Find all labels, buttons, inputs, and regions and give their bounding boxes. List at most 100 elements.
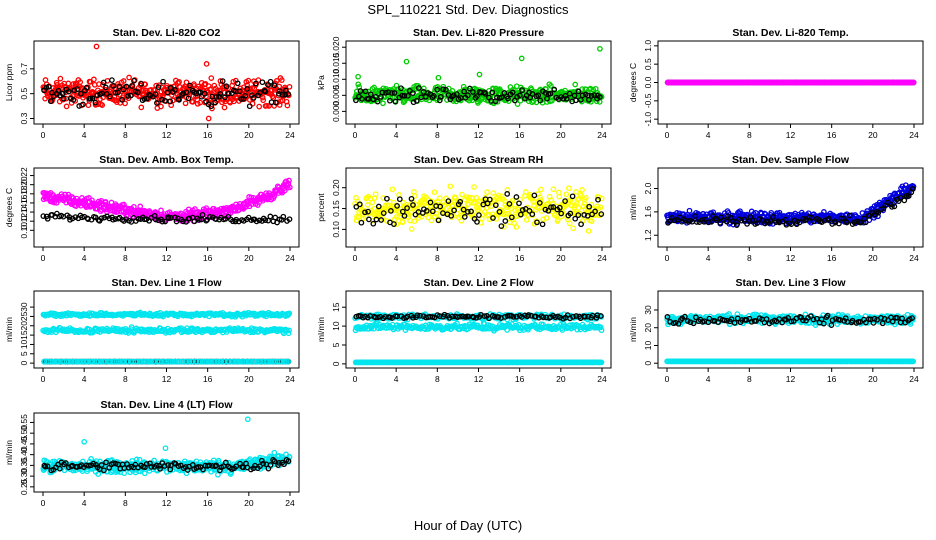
data-point [138, 104, 145, 111]
data-point [221, 104, 228, 111]
x-tick-label: 12 [162, 253, 172, 263]
y-tick-label: 0.0 [643, 76, 653, 88]
data-point [592, 208, 598, 215]
data-point [236, 88, 243, 95]
data-point [367, 91, 374, 98]
data-point [474, 93, 480, 99]
data-point [231, 98, 237, 105]
data-point [176, 97, 182, 103]
x-tick-label: 8 [747, 130, 752, 140]
data-point [591, 92, 598, 98]
data-point [207, 213, 213, 220]
data-point [355, 81, 362, 88]
data-point [504, 327, 510, 333]
data-point [207, 86, 213, 93]
data-point [109, 77, 115, 83]
data-point [509, 197, 516, 204]
data-point [594, 312, 601, 319]
data-point [234, 80, 241, 87]
data-point [85, 102, 92, 109]
data-point [404, 205, 410, 211]
data-point [219, 78, 226, 84]
y-axis-label: ml/min [4, 317, 14, 342]
data-point [223, 83, 230, 90]
x-tick-label: 0 [353, 130, 358, 140]
data-point [454, 320, 460, 327]
data-point [725, 209, 732, 216]
data-point [242, 92, 249, 99]
data-point [205, 115, 212, 122]
data-point [159, 358, 165, 365]
x-tick-label: 24 [909, 253, 919, 263]
data-point [469, 211, 476, 218]
data-point [93, 43, 100, 50]
data-point [266, 103, 272, 109]
data-point [69, 215, 76, 222]
y-tick-label: 30 [19, 302, 29, 312]
data-point [196, 216, 202, 223]
data-point [692, 213, 699, 219]
data-point [532, 313, 539, 320]
data-point [65, 88, 72, 95]
x-tick-label: 0 [665, 253, 670, 263]
data-point [437, 93, 444, 100]
data-point [355, 73, 361, 80]
data-point [47, 98, 54, 105]
y-tick-label: 0.010 [331, 68, 341, 90]
data-point [148, 358, 155, 365]
data-point [286, 216, 293, 223]
data-point [443, 86, 449, 93]
data-point [482, 90, 489, 97]
data-point [89, 95, 96, 102]
data-point [492, 313, 498, 320]
data-point [821, 217, 828, 224]
data-point [891, 203, 898, 210]
data-point [486, 196, 493, 203]
data-point [71, 87, 78, 94]
x-tick-label: 8 [123, 253, 128, 263]
data-point [208, 103, 215, 110]
data-point [77, 79, 84, 85]
data-point [434, 323, 441, 330]
data-point [504, 191, 511, 197]
data-point [362, 209, 368, 216]
x-tick-label: 0 [41, 130, 46, 140]
data-point [180, 358, 186, 365]
series-3 [353, 311, 604, 322]
data-point [537, 194, 543, 201]
data-point [578, 221, 584, 228]
data-point [461, 88, 467, 95]
series-1 [40, 177, 293, 225]
data-point [516, 200, 522, 207]
data-point [555, 216, 561, 223]
data-point [201, 90, 208, 97]
data-point [889, 204, 895, 210]
x-tick-label: 8 [747, 253, 752, 263]
data-point [458, 217, 465, 224]
data-point [542, 206, 549, 213]
data-point [539, 221, 546, 228]
y-axis-label: degrees C [4, 188, 14, 227]
data-point [267, 213, 274, 220]
x-tick-label: 4 [706, 253, 711, 263]
data-point [80, 101, 86, 108]
data-point [101, 214, 108, 221]
y-tick-label: 20 [19, 321, 29, 331]
data-point [470, 89, 476, 95]
data-point [569, 193, 576, 200]
data-point [581, 200, 588, 207]
series-2 [665, 186, 916, 228]
data-point [408, 195, 415, 202]
data-point [100, 79, 107, 86]
data-point [582, 195, 589, 201]
data-point [481, 313, 488, 319]
data-point [770, 214, 776, 220]
data-point [248, 358, 255, 365]
y-tick-label: 0.005 [331, 84, 341, 106]
data-point [405, 93, 411, 99]
data-point [257, 358, 264, 365]
panel-title: Stan. Dev. Li-820 CO2 [113, 27, 221, 39]
data-point [427, 199, 434, 206]
data-point [120, 78, 127, 84]
x-tick-label: 12 [786, 253, 796, 263]
